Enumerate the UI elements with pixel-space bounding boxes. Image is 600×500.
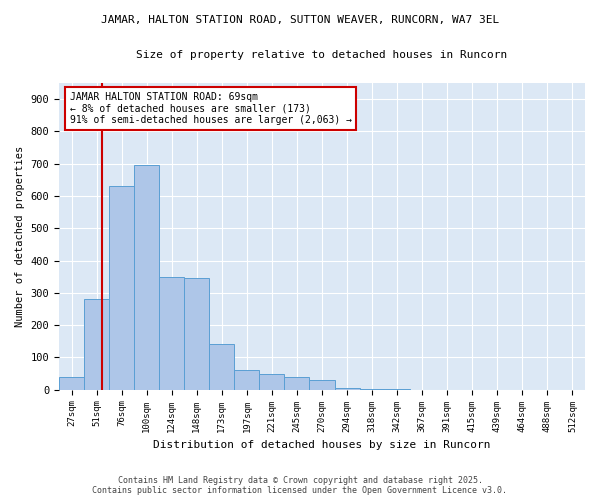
Title: Size of property relative to detached houses in Runcorn: Size of property relative to detached ho… [136, 50, 508, 60]
Bar [259, 374, 284, 390]
Text: JAMAR, HALTON STATION ROAD, SUTTON WEAVER, RUNCORN, WA7 3EL: JAMAR, HALTON STATION ROAD, SUTTON WEAVE… [101, 15, 499, 25]
Bar [235, 370, 259, 390]
Bar [310, 380, 335, 390]
Bar [109, 186, 134, 390]
Bar [84, 300, 109, 390]
Bar [59, 377, 84, 390]
Bar [359, 388, 385, 390]
Bar [134, 166, 159, 390]
Bar [159, 276, 184, 390]
Bar [209, 344, 235, 390]
Text: JAMAR HALTON STATION ROAD: 69sqm
← 8% of detached houses are smaller (173)
91% o: JAMAR HALTON STATION ROAD: 69sqm ← 8% of… [70, 92, 352, 126]
Bar [284, 377, 310, 390]
Bar [184, 278, 209, 390]
X-axis label: Distribution of detached houses by size in Runcorn: Distribution of detached houses by size … [153, 440, 491, 450]
Bar [335, 388, 359, 390]
Y-axis label: Number of detached properties: Number of detached properties [15, 146, 25, 327]
Text: Contains HM Land Registry data © Crown copyright and database right 2025.
Contai: Contains HM Land Registry data © Crown c… [92, 476, 508, 495]
Bar [385, 389, 410, 390]
